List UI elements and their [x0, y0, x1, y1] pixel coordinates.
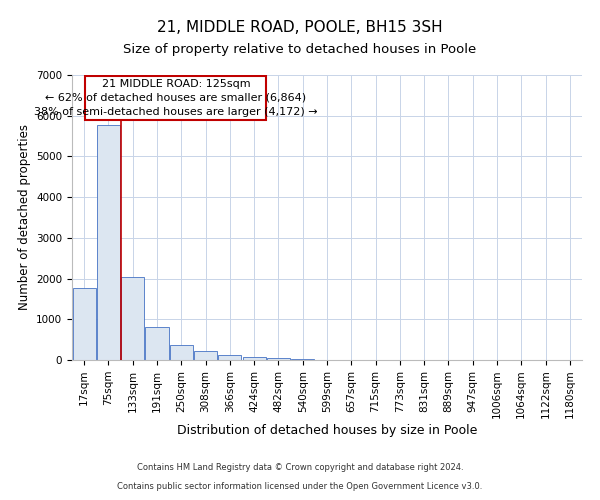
Bar [218, 356, 241, 360]
Text: Contains HM Land Registry data © Crown copyright and database right 2024.: Contains HM Land Registry data © Crown c… [137, 464, 463, 472]
Text: 21 MIDDLE ROAD: 125sqm
← 62% of detached houses are smaller (6,864)
38% of semi-: 21 MIDDLE ROAD: 125sqm ← 62% of detached… [34, 79, 317, 117]
Bar [291, 359, 314, 360]
Bar [242, 356, 266, 360]
Y-axis label: Number of detached properties: Number of detached properties [17, 124, 31, 310]
Text: 21, MIDDLE ROAD, POOLE, BH15 3SH: 21, MIDDLE ROAD, POOLE, BH15 3SH [157, 20, 443, 35]
Text: Size of property relative to detached houses in Poole: Size of property relative to detached ho… [124, 42, 476, 56]
Bar [145, 327, 169, 360]
Bar [170, 345, 193, 360]
Bar [97, 124, 120, 360]
Bar [73, 288, 95, 360]
Bar [121, 276, 144, 360]
X-axis label: Distribution of detached houses by size in Poole: Distribution of detached houses by size … [177, 424, 477, 437]
Bar [194, 350, 217, 360]
FancyBboxPatch shape [85, 76, 266, 120]
Text: Contains public sector information licensed under the Open Government Licence v3: Contains public sector information licen… [118, 482, 482, 491]
Bar [267, 358, 290, 360]
